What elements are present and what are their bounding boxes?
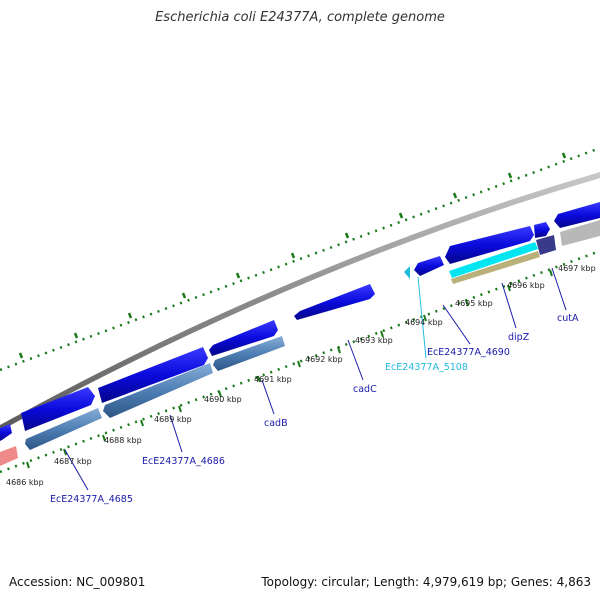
gene-label-dipZ[interactable]: dipZ [508,332,530,343]
feature-grey[interactable] [560,220,600,246]
scale-label: 4690 kbp [204,395,242,404]
scale-label: 4691 kbp [254,375,292,384]
scale-label: 4686 kbp [6,478,44,487]
scale-label: 4693 kbp [355,336,393,345]
gene-forward-small[interactable] [534,222,550,238]
scale-label: 4688 kbp [104,436,142,445]
gene-forward-right[interactable] [554,202,600,228]
scale-label: 4697 kbp [558,264,596,273]
gene-forward-cadB[interactable] [209,320,278,356]
gene-label-EcE24377A_4686[interactable]: EcE24377A_4686 [142,456,225,467]
gene-label-cutA[interactable]: cutA [557,313,579,324]
gene-reverse-4685[interactable] [25,408,102,450]
feature-dark[interactable] [536,235,556,255]
scale-label: 4695 kbp [455,299,493,308]
gene-reverse-cadB[interactable] [213,336,285,371]
gene-forward-4690[interactable] [414,256,444,276]
gene-forward-dipZ[interactable] [445,226,534,264]
gene-forward-4686[interactable] [98,347,208,403]
forward-strand-genes[interactable] [0,202,600,441]
gene-label-cadB[interactable]: cadB [264,418,288,429]
gene-label-EcE24377A_4690[interactable]: EcE24377A_4690 [427,347,510,358]
feature-cyan[interactable] [449,242,538,278]
scale-label: 4692 kbp [305,355,343,364]
map-title: Escherichia coli E24377A, complete genom… [155,10,445,25]
gene-forward-5108-marker[interactable] [404,266,410,279]
scale-label: 4696 kbp [507,281,545,290]
footer-accession: Accession: NC_009801 [9,575,146,589]
feature-khaki[interactable] [451,251,540,284]
gene-forward-4685[interactable] [21,387,95,431]
gene-reverse-4686[interactable] [103,363,213,418]
scale-labels: 4686 kbp 4687 kbp 4688 kbp 4689 kbp 4690… [6,264,596,487]
inner-tick-ring [0,249,600,474]
gene-label-EcE24377A_4685[interactable]: EcE24377A_4685 [50,494,133,505]
gene-forward-left-edge[interactable] [0,424,12,441]
scale-label: 4687 kbp [54,457,92,466]
outer-tick-ring [0,146,600,372]
footer-stats: Topology: circular; Length: 4,979,619 bp… [261,575,591,589]
label-leader-lines [64,267,567,491]
gene-forward-cadC[interactable] [294,284,375,320]
scale-label: 4694 kbp [405,318,443,327]
gene-labels[interactable]: EcE24377A_4685 EcE24377A_4686 cadB cadC … [50,313,579,505]
gene-label-cadC[interactable]: cadC [353,384,377,395]
reverse-strand-genes[interactable] [0,220,600,466]
scale-label: 4689 kbp [154,415,192,424]
gene-reverse-pink[interactable] [0,446,18,466]
gene-label-EcE24377A_5108[interactable]: EcE24377A_5108 [385,362,468,373]
